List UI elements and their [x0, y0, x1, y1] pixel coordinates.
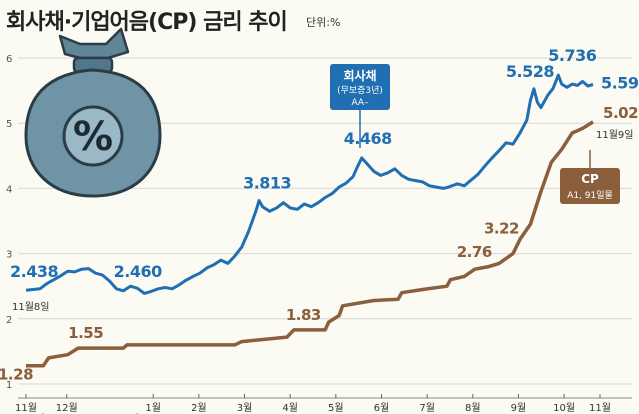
data-label: 4.468: [344, 129, 392, 148]
x-tick-label: 2월: [191, 402, 207, 414]
data-label: 1.83: [286, 306, 321, 324]
y-tick-label: 3: [6, 250, 12, 261]
chart-title: 회사채·기업어음(CP) 금리 추이: [6, 10, 288, 35]
y-tick-label: 1: [6, 380, 12, 391]
y-tick-label: 5: [6, 119, 12, 130]
data-label: 1.28: [0, 366, 33, 384]
unit-label: 단위:%: [306, 16, 341, 29]
y-tick-label: 6: [6, 54, 12, 65]
money-bag-percent-icon: %: [24, 27, 162, 198]
legend-detail: A1, 91일물: [567, 190, 613, 201]
percent-sign: %: [73, 114, 113, 160]
legend-title: CP: [581, 172, 599, 186]
x-end-date-label: 11월9일: [596, 129, 634, 141]
x-start-date-label: 11월8일: [12, 301, 50, 313]
data-label: 3.22: [484, 219, 519, 237]
x-tick-label: 8월: [465, 402, 481, 414]
data-label: 2.76: [457, 243, 492, 261]
x-tick-label: 5월: [328, 402, 344, 414]
legend-detail: (무보증3년): [337, 85, 383, 96]
data-label: 5.594: [601, 73, 639, 92]
x-tick-label: 6월: [374, 402, 390, 414]
data-label: 3.813: [243, 174, 291, 193]
data-label: 5.736: [548, 46, 596, 65]
x-tick-label: 1월: [145, 402, 161, 414]
x-tick-label: 12월: [56, 402, 78, 414]
x-tick-label: 3월: [237, 402, 253, 414]
series-line: [25, 73, 594, 295]
legend-title: 회사채: [343, 68, 376, 83]
y-tick-label: 4: [6, 184, 12, 195]
x-tick-label: 7월: [419, 402, 435, 414]
x-tick-label: 9월: [511, 402, 527, 414]
data-label: 5.528: [506, 62, 554, 81]
legend-detail: AA–: [351, 98, 369, 108]
series-corp-bond: [25, 73, 594, 295]
data-label: 2.460: [114, 262, 162, 281]
data-label: 1.55: [68, 324, 103, 342]
x-tick-label: 4월: [282, 402, 298, 414]
y-tick-label: 2: [6, 315, 12, 326]
legend-box: [330, 64, 390, 110]
legend-box: [560, 168, 620, 204]
legend-callout-corp-bond: 회사채 (무보증3년) AA–: [330, 64, 390, 148]
data-label: 5.02: [603, 104, 638, 122]
x-tick-label: 10월: [553, 402, 575, 414]
series-line: [26, 120, 594, 368]
x-tick-label: 11월: [15, 402, 37, 414]
legend-callout-cp: CP A1, 91일물: [560, 150, 620, 204]
series-cp: [26, 120, 594, 368]
x-tick-label: 11월: [589, 402, 611, 414]
data-label: 2.438: [10, 262, 58, 281]
